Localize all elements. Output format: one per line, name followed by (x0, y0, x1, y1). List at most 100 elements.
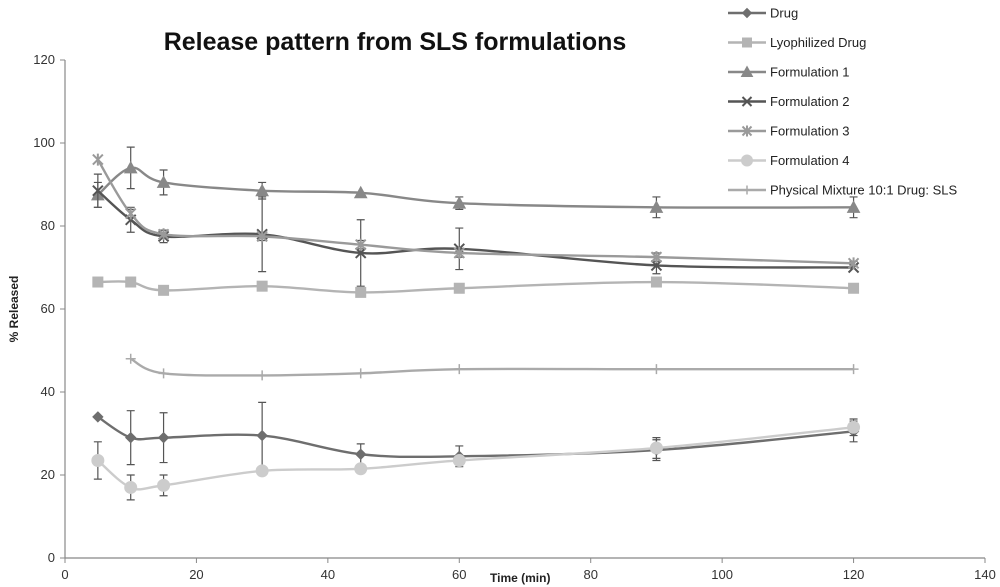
marker-circle (741, 154, 753, 167)
y-tick-label: 100 (33, 135, 55, 150)
legend-item: Physical Mixture 10:1 Drug: SLS (728, 183, 957, 198)
series-line (97, 415, 854, 459)
marker-star (453, 246, 465, 259)
marker-square (158, 284, 170, 296)
marker-x (650, 259, 663, 272)
marker-x (741, 96, 753, 107)
marker-plus (848, 364, 859, 375)
legend-label: Lyophilized Drug (770, 35, 866, 50)
y-tick-label: 60 (41, 301, 55, 316)
marker-diamond (157, 431, 170, 444)
y-tick-label: 20 (41, 467, 55, 482)
series-line (97, 166, 854, 209)
marker-diamond (125, 431, 137, 444)
marker-square (453, 282, 465, 294)
marker-plus (257, 370, 268, 381)
series-line (96, 158, 854, 265)
axes: 0 20 40 60 80 100 120 0 20 40 60 80 100 120 140 (33, 52, 996, 582)
marker-triangle (123, 160, 138, 174)
marker-star (355, 238, 367, 251)
marker-circle (91, 453, 105, 467)
marker-circle (452, 453, 466, 467)
series-2 (92, 276, 860, 298)
x-tick-label: 100 (711, 567, 733, 582)
x-axis-label: Time (min) (490, 571, 550, 585)
marker-circle (354, 462, 368, 476)
x-ticks: 0 20 40 60 80 100 120 140 (61, 558, 996, 582)
legend-label: Drug (770, 6, 798, 21)
series-7 (125, 353, 859, 381)
marker-star (256, 230, 268, 243)
y-tick-label: 40 (41, 384, 55, 399)
marker-plus (742, 185, 752, 195)
marker-triangle (156, 175, 171, 188)
legend: Drug Lyophilized Drug Formulation 1 Formula… (728, 6, 957, 198)
marker-square (355, 286, 367, 298)
x-tick-label: 80 (583, 567, 597, 582)
marker-triangle (846, 200, 861, 213)
marker-triangle (353, 185, 368, 199)
legend-item: Formulation 2 (728, 94, 849, 109)
x-tick-label: 60 (452, 567, 466, 582)
series-line (97, 189, 854, 269)
marker-plus (158, 368, 169, 379)
marker-triangle (255, 183, 269, 197)
marker-star (741, 125, 753, 137)
marker-star (92, 153, 104, 166)
chart-title: Release pattern from SLS formulations (164, 28, 627, 56)
y-ticks: 0 20 40 60 80 100 120 (33, 52, 65, 565)
marker-circle (157, 478, 171, 492)
marker-square (92, 276, 104, 288)
legend-item: Formulation 4 (728, 153, 849, 168)
marker-star (125, 207, 137, 220)
legend-label: Formulation 3 (770, 124, 849, 139)
marker-square (742, 37, 752, 48)
marker-circle (847, 420, 861, 434)
marker-square (125, 276, 137, 288)
legend-label: Formulation 1 (770, 65, 849, 80)
marker-x (92, 185, 104, 197)
legend-item: Formulation 1 (728, 65, 849, 80)
marker-square (256, 280, 268, 292)
series-line (97, 280, 854, 294)
x-tick-label: 140 (974, 567, 996, 582)
marker-diamond (355, 448, 367, 460)
y-axis-label: % Released (7, 276, 21, 343)
x-tick-label: 40 (321, 567, 335, 582)
marker-plus (355, 368, 366, 379)
marker-circle (255, 464, 269, 478)
y-tick-label: 120 (33, 52, 55, 67)
marker-star (157, 228, 170, 241)
marker-square (848, 282, 860, 294)
marker-triangle (649, 200, 664, 213)
x-tick-label: 0 (61, 567, 68, 582)
marker-circle (124, 480, 138, 494)
legend-item: Formulation 3 (728, 124, 849, 139)
marker-plus (454, 364, 465, 375)
series-6 (91, 418, 861, 501)
y-tick-label: 0 (48, 550, 55, 565)
marker-star (650, 251, 663, 264)
marker-plus (125, 353, 136, 364)
marker-triangle (740, 65, 754, 77)
marker-triangle (452, 196, 467, 209)
series-5 (92, 153, 860, 270)
marker-plus (651, 364, 662, 375)
series-layer (91, 146, 861, 501)
legend-label: Physical Mixture 10:1 Drug: SLS (770, 183, 957, 198)
marker-star (847, 257, 860, 270)
legend-item: Lyophilized Drug (728, 35, 866, 50)
y-tick-label: 80 (41, 218, 55, 233)
marker-diamond (256, 429, 268, 442)
marker-square (650, 276, 662, 288)
marker-x (355, 247, 367, 259)
legend-label: Formulation 2 (770, 94, 849, 109)
legend-item: Drug (728, 6, 798, 21)
x-tick-label: 120 (843, 567, 865, 582)
series-line (130, 357, 854, 377)
legend-label: Formulation 4 (770, 153, 849, 168)
marker-diamond (741, 7, 753, 19)
marker-diamond (92, 411, 104, 423)
